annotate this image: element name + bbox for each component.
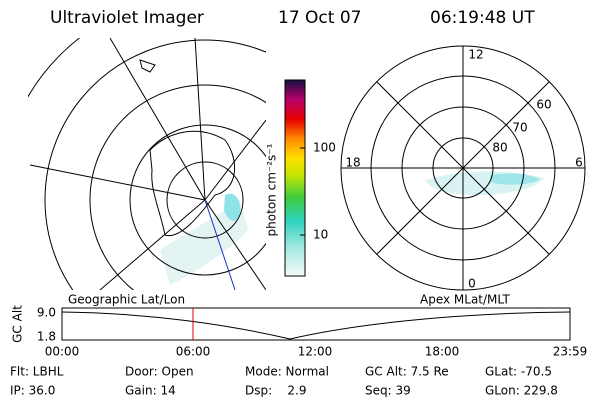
info-field: Gain: 14 [125,384,176,398]
altitude-curve [61,311,571,340]
timeline-frame [61,307,571,341]
date: 17 Oct 07 [278,8,361,28]
colorbar-tick-label: 100 [313,141,336,155]
mlt-label: 12 [468,48,483,62]
time: 06:19:48 UT [430,8,535,28]
timeline-x-tick: 12:00 [298,345,333,359]
timeline-y-tick: 1.8 [37,330,56,344]
lat-label: 80 [492,141,507,155]
mlt-label: 18 [345,156,360,170]
timeline-y-label: GC Alt [11,305,25,343]
info-panel: Flt: LBHL Door: Open Mode: Normal GC Alt: 7… [10,365,558,398]
colorbar-label: photon cm⁻²s⁻¹ [265,143,279,236]
title: Ultraviolet Imager [50,8,204,28]
info-field: IP: 36.0 [10,384,55,398]
info-field: Mode: Normal [245,365,329,379]
info-field: Door: Open [125,365,194,379]
info-field: Dsp: 2.9 [245,384,307,398]
timeline-x-tick: 06:00 [176,345,211,359]
mlt-label: 0 [468,277,476,291]
colorbar-tick-label: 10 [313,228,328,242]
info-field: GLat: -70.5 [485,365,552,379]
lat-label: 70 [512,121,527,135]
timeline-left-label: Geographic Lat/Lon [68,293,185,307]
timeline-x-tick: 18:00 [425,345,460,359]
timeline-y-tick: 9.0 [37,306,56,320]
timeline-x-ticks: 00:00 06:00 12:00 18:00 23:59 [45,345,588,359]
info-field: Flt: LBHL [10,365,64,379]
polar-plot [340,45,586,291]
lat-label: 60 [536,98,551,112]
timeline-x-tick: 00:00 [45,345,80,359]
info-field: GC Alt: 7.5 Re [365,365,449,379]
timeline-x-tick: 23:59 [553,345,588,359]
mlt-label: 6 [575,156,583,170]
colorbar [284,79,306,277]
info-field: Seq: 39 [365,384,411,398]
timeline-right-label: Apex MLat/MLT [420,293,510,307]
geo-map [28,38,266,290]
info-field: GLon: 229.8 [485,384,558,398]
